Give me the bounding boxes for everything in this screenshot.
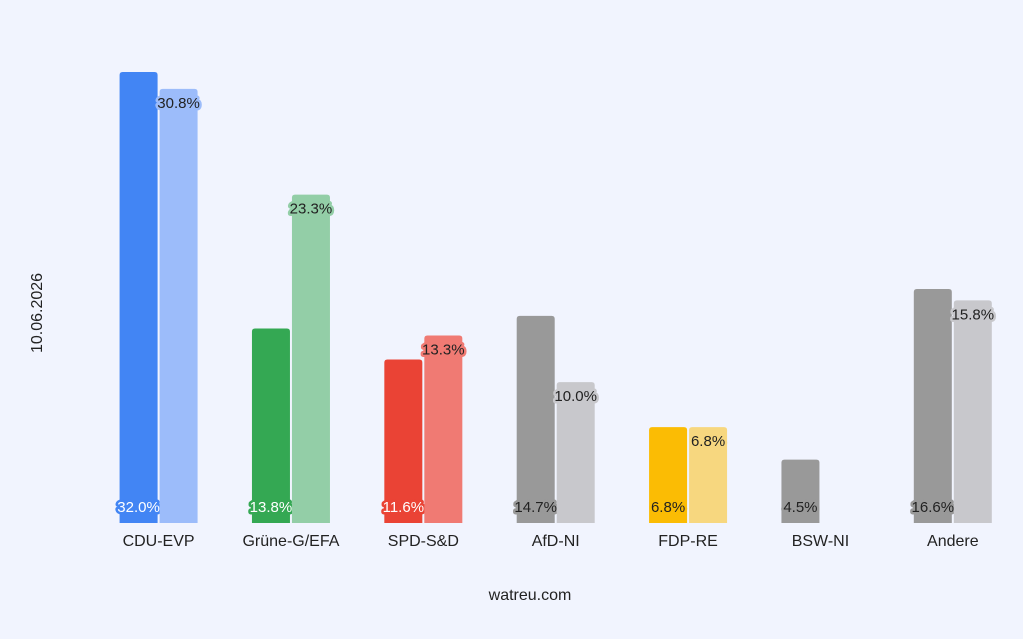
- bar: [251, 328, 290, 523]
- bar: [649, 427, 688, 523]
- bar: [556, 382, 595, 523]
- x-tick-label: FDP-RE: [658, 533, 718, 550]
- bar: [689, 427, 728, 523]
- bar: [781, 459, 820, 523]
- bar: [516, 315, 555, 523]
- value-label: 11.6%: [383, 499, 424, 516]
- x-tick-label: SPD-S&D: [388, 533, 459, 550]
- value-label: 10.0%: [554, 388, 597, 405]
- bar: [159, 88, 198, 523]
- value-label: 14.7%: [514, 499, 557, 516]
- y-axis-label: 10.06.2026: [29, 273, 46, 353]
- value-label: 4.5%: [783, 499, 817, 516]
- bar: [291, 194, 330, 523]
- bar: [424, 335, 463, 523]
- x-tick-label: AfD-NI: [532, 533, 580, 550]
- x-tick-label: CDU-EVP: [123, 533, 195, 550]
- x-tick-label: Grüne-G/EFA: [242, 533, 339, 550]
- bar: [913, 289, 952, 523]
- bar: [384, 359, 423, 523]
- bar: [953, 300, 992, 523]
- value-label: 32.0%: [117, 499, 160, 516]
- value-label: 15.8%: [952, 306, 995, 323]
- value-label: 23.3%: [290, 201, 333, 218]
- value-label: 13.3%: [422, 342, 465, 359]
- value-label: 13.8%: [250, 499, 293, 516]
- x-tick-label: Andere: [927, 533, 979, 550]
- value-label: 6.8%: [691, 433, 725, 450]
- x-axis-label: watreu.com: [488, 587, 572, 604]
- value-label: 16.6%: [912, 499, 955, 516]
- bar: [119, 72, 158, 523]
- x-tick-label: BSW-NI: [792, 533, 849, 550]
- value-label: 30.8%: [157, 95, 200, 112]
- value-label: 6.8%: [651, 499, 685, 516]
